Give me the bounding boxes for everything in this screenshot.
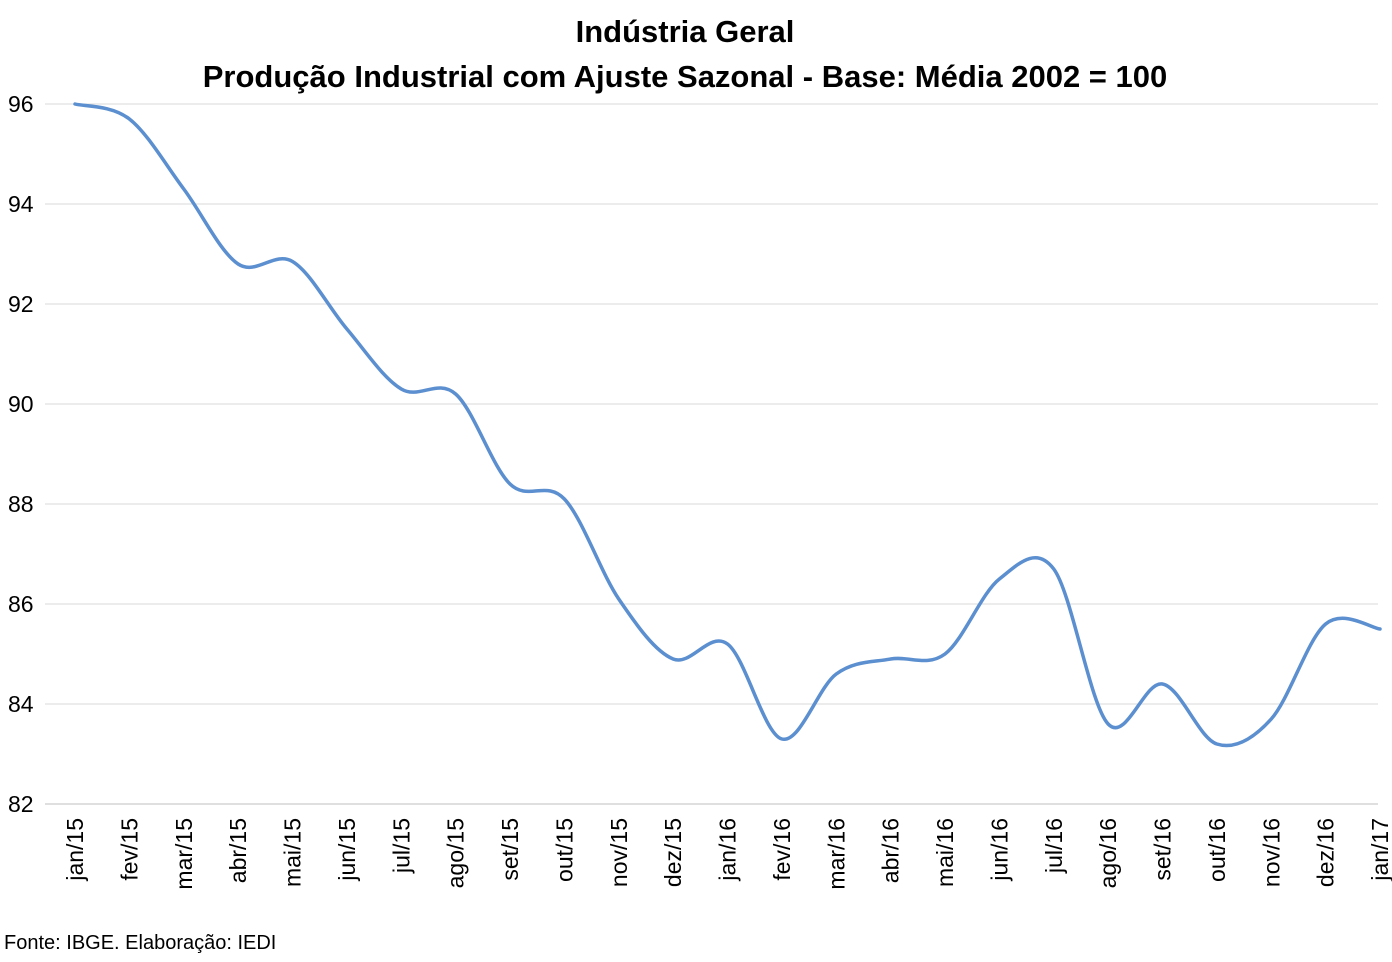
y-tick-label: 92 [8,291,34,317]
x-tick-label: ago/16 [1095,818,1121,888]
data-point [618,599,619,600]
x-tick-label: abr/15 [225,818,251,883]
data-point [75,104,76,105]
x-tick-label: fev/15 [116,818,142,881]
x-tick-label: out/15 [551,818,577,882]
series-line [73,102,1382,748]
x-tick-label: dez/16 [1313,818,1339,887]
x-tick-label: jul/15 [388,818,414,874]
x-tick-label: mar/16 [823,818,849,890]
data-point [238,264,239,265]
x-tick-label: fev/16 [769,818,795,881]
x-tick-label: nov/15 [606,818,632,887]
data-point [129,119,130,120]
data-point [1108,724,1109,725]
y-tick-label: 84 [8,691,34,717]
x-tick-label: nov/16 [1258,818,1284,887]
data-point [673,659,674,660]
y-tick-label: 94 [8,191,34,217]
x-tick-label: jan/17 [1367,818,1392,882]
x-tick-label: mar/15 [171,818,197,890]
data-point [1380,629,1381,630]
data-point [836,674,837,675]
data-point [1271,719,1272,720]
y-tick-label: 90 [8,391,34,417]
data-point [455,394,456,395]
data-point [890,659,891,660]
x-tick-label: jan/16 [715,818,741,882]
data-point [564,499,565,500]
y-tick-label: 88 [8,491,34,517]
x-tick-label: jun/15 [334,818,360,882]
x-tick-label: abr/16 [878,818,904,883]
chart-subtitle: Produção Industrial com Ajuste Sazonal -… [203,59,1167,94]
y-tick-label: 86 [8,591,34,617]
x-tick-label: mai/15 [280,818,306,887]
x-tick-label: jul/16 [1041,818,1067,874]
data-point [945,654,946,655]
data-point [401,389,402,390]
data-point [727,644,728,645]
data-point [183,189,184,190]
data-point [781,739,782,740]
x-tick-label: jun/16 [986,818,1012,882]
chart-title: Indústria Geral [576,14,795,49]
data-point [510,484,511,485]
y-tick-label: 82 [8,791,34,817]
data-point [1325,624,1326,625]
source-note: Fonte: IBGE. Elaboração: IEDI [4,932,277,954]
data-point [999,579,1000,580]
x-tick-label: ago/15 [443,818,469,888]
y-tick-label: 96 [8,91,34,117]
data-point [1162,684,1163,685]
data-point [1053,569,1054,570]
x-tick-label: jan/15 [62,818,88,882]
x-tick-label: set/16 [1150,818,1176,881]
x-tick-label: dez/15 [660,818,686,887]
data-point [292,261,293,262]
x-tick-label: mai/16 [932,818,958,887]
x-tick-label: out/16 [1204,818,1230,882]
data-point [1216,744,1217,745]
x-tick-label: set/15 [497,818,523,881]
data-point [346,329,347,330]
